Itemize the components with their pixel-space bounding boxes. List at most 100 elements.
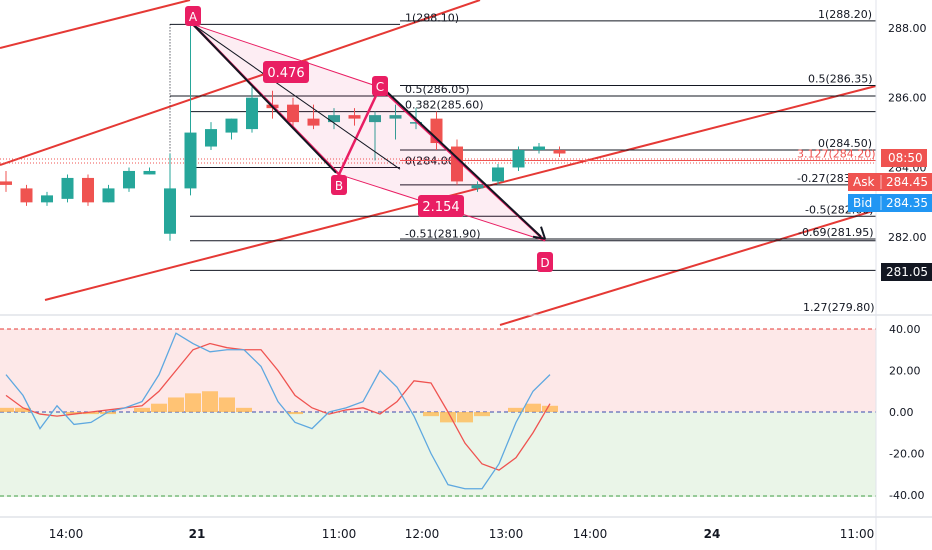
candle-body — [328, 115, 340, 123]
oscillator-tick-label: -40.00 — [889, 489, 924, 502]
candle-body — [184, 132, 197, 189]
price-tag-value: 284.45 — [886, 175, 928, 189]
price-tag-bid — [848, 194, 932, 212]
candle-body — [533, 146, 545, 151]
price-tag-line-value — [881, 263, 932, 281]
candle-body — [369, 115, 381, 123]
oscillator-series — [0, 332, 558, 490]
candle-body — [287, 104, 299, 123]
candle-body — [205, 129, 217, 147]
time-tick-label: 13:00 — [489, 527, 524, 541]
pattern-point-badge — [372, 76, 388, 96]
fib-level-label: 1(288.20) — [818, 8, 872, 21]
projection-arrow-cd — [381, 86, 542, 238]
histogram-bar — [440, 412, 456, 423]
histogram-bar — [508, 407, 524, 412]
candle-body — [410, 122, 422, 124]
price-tag-label: Ask — [853, 175, 874, 189]
candle-body — [307, 118, 320, 126]
arrow-head — [540, 226, 546, 240]
time-tick-label: 12:00 — [405, 527, 440, 541]
pattern-point-label: C — [376, 80, 384, 94]
histogram-bar — [219, 397, 235, 412]
histogram-bar — [168, 397, 184, 412]
pattern-point-label: A — [189, 10, 198, 24]
price-tags: 08:50 Ask 284.45 Bid 284.35 281.05 — [848, 149, 932, 281]
price-tag-ask — [848, 173, 932, 191]
histogram-bar — [100, 412, 116, 415]
candle-body — [389, 115, 402, 119]
time-axis[interactable]: 14:00 21 11:00 12:00 13:00 14:00 24 11:00 — [49, 527, 875, 541]
histogram-bar — [66, 412, 82, 415]
pattern-ratio-label: 2.154 — [422, 200, 459, 215]
histogram-bar — [15, 407, 31, 412]
price-tick-label: 288.00 — [888, 22, 927, 35]
histogram-bar — [287, 412, 303, 415]
fib-level-label: 0(284.50) — [818, 137, 872, 150]
fib-level-label: 3.127(284.20) — [797, 147, 876, 160]
arrow-head — [532, 235, 546, 240]
oversold-zone — [0, 412, 876, 497]
price-tag-label: Bid — [853, 196, 872, 210]
candle-body — [0, 181, 12, 185]
projection-line — [192, 24, 401, 170]
candle-body — [512, 150, 525, 168]
candle-body — [553, 150, 566, 154]
candle-body — [348, 115, 361, 119]
projection-arrow-ab — [192, 23, 337, 174]
fib-level-label: 0.382(285.60) — [405, 99, 484, 112]
abcd-pattern: A B C D 0.476 2.154 — [185, 6, 553, 272]
fib-level-label: 0.5(286.05) — [405, 83, 470, 96]
oscillator-tick-label: 40.00 — [889, 323, 921, 336]
fib-level-label: -0.27(283 — [797, 172, 851, 185]
pattern-point-badge — [331, 175, 347, 195]
oscillator-axis[interactable]: 40.00 20.00 0.00 -20.00 -40.00 — [889, 323, 924, 502]
candle-body — [61, 177, 74, 199]
histogram-bar — [83, 412, 99, 415]
histogram-bar — [457, 412, 473, 423]
price-tick-label: 282.00 — [888, 231, 927, 244]
histogram-bar — [474, 412, 490, 417]
pattern-point-badge — [185, 6, 201, 26]
oscillator-tick-label: 20.00 — [889, 365, 921, 378]
histogram-bar — [542, 405, 558, 412]
price-tag-value: 284.35 — [886, 196, 928, 210]
pattern-ratio-badge — [263, 61, 309, 83]
channel-line-1 — [0, 0, 191, 49]
pattern-point-badge — [537, 252, 553, 272]
histogram-bar — [185, 393, 201, 412]
oscillator-line-2 — [5, 332, 551, 490]
histogram-bar — [202, 391, 218, 412]
candle-body — [471, 184, 484, 189]
time-tick-label: 14:00 — [573, 527, 608, 541]
overbought-zone — [0, 329, 876, 412]
fib-level-label: 1(288.10) — [405, 11, 459, 24]
time-tick-label: 24 — [704, 527, 721, 541]
price-tag-text: 08:50 — [888, 151, 923, 165]
candle-body — [41, 195, 53, 203]
price-pane: 1(288.10)0.5(286.05)0.382(285.60)0(284.0… — [0, 0, 877, 326]
fib-level-label: -0.51(281.90) — [405, 228, 481, 241]
pattern-ratio-badge — [418, 195, 464, 217]
fib-level-label: 0.5(286.35) — [808, 72, 873, 85]
oscillator-tick-label: -20.00 — [889, 448, 924, 461]
trend-channel — [0, 0, 877, 326]
histogram-bar — [151, 403, 167, 412]
candle-body — [123, 170, 135, 189]
time-tick-label: 11:00 — [322, 527, 357, 541]
histogram-bar — [134, 407, 150, 412]
pattern-point-label: D — [540, 256, 549, 270]
histogram-bar — [236, 407, 252, 412]
fib-level-label: 1.27(279.80) — [803, 301, 875, 314]
histogram-bar — [525, 403, 541, 412]
channel-line-2 — [0, 0, 481, 166]
price-tag-time — [881, 149, 927, 167]
time-tick-label: 11:00 — [840, 527, 875, 541]
candle-body — [164, 188, 176, 234]
oscillator-line-1 — [5, 342, 551, 471]
candle-body — [246, 97, 258, 130]
price-tag-value: 281.05 — [886, 265, 928, 279]
time-tick-label: 21 — [189, 527, 206, 541]
candle-body — [102, 188, 115, 203]
